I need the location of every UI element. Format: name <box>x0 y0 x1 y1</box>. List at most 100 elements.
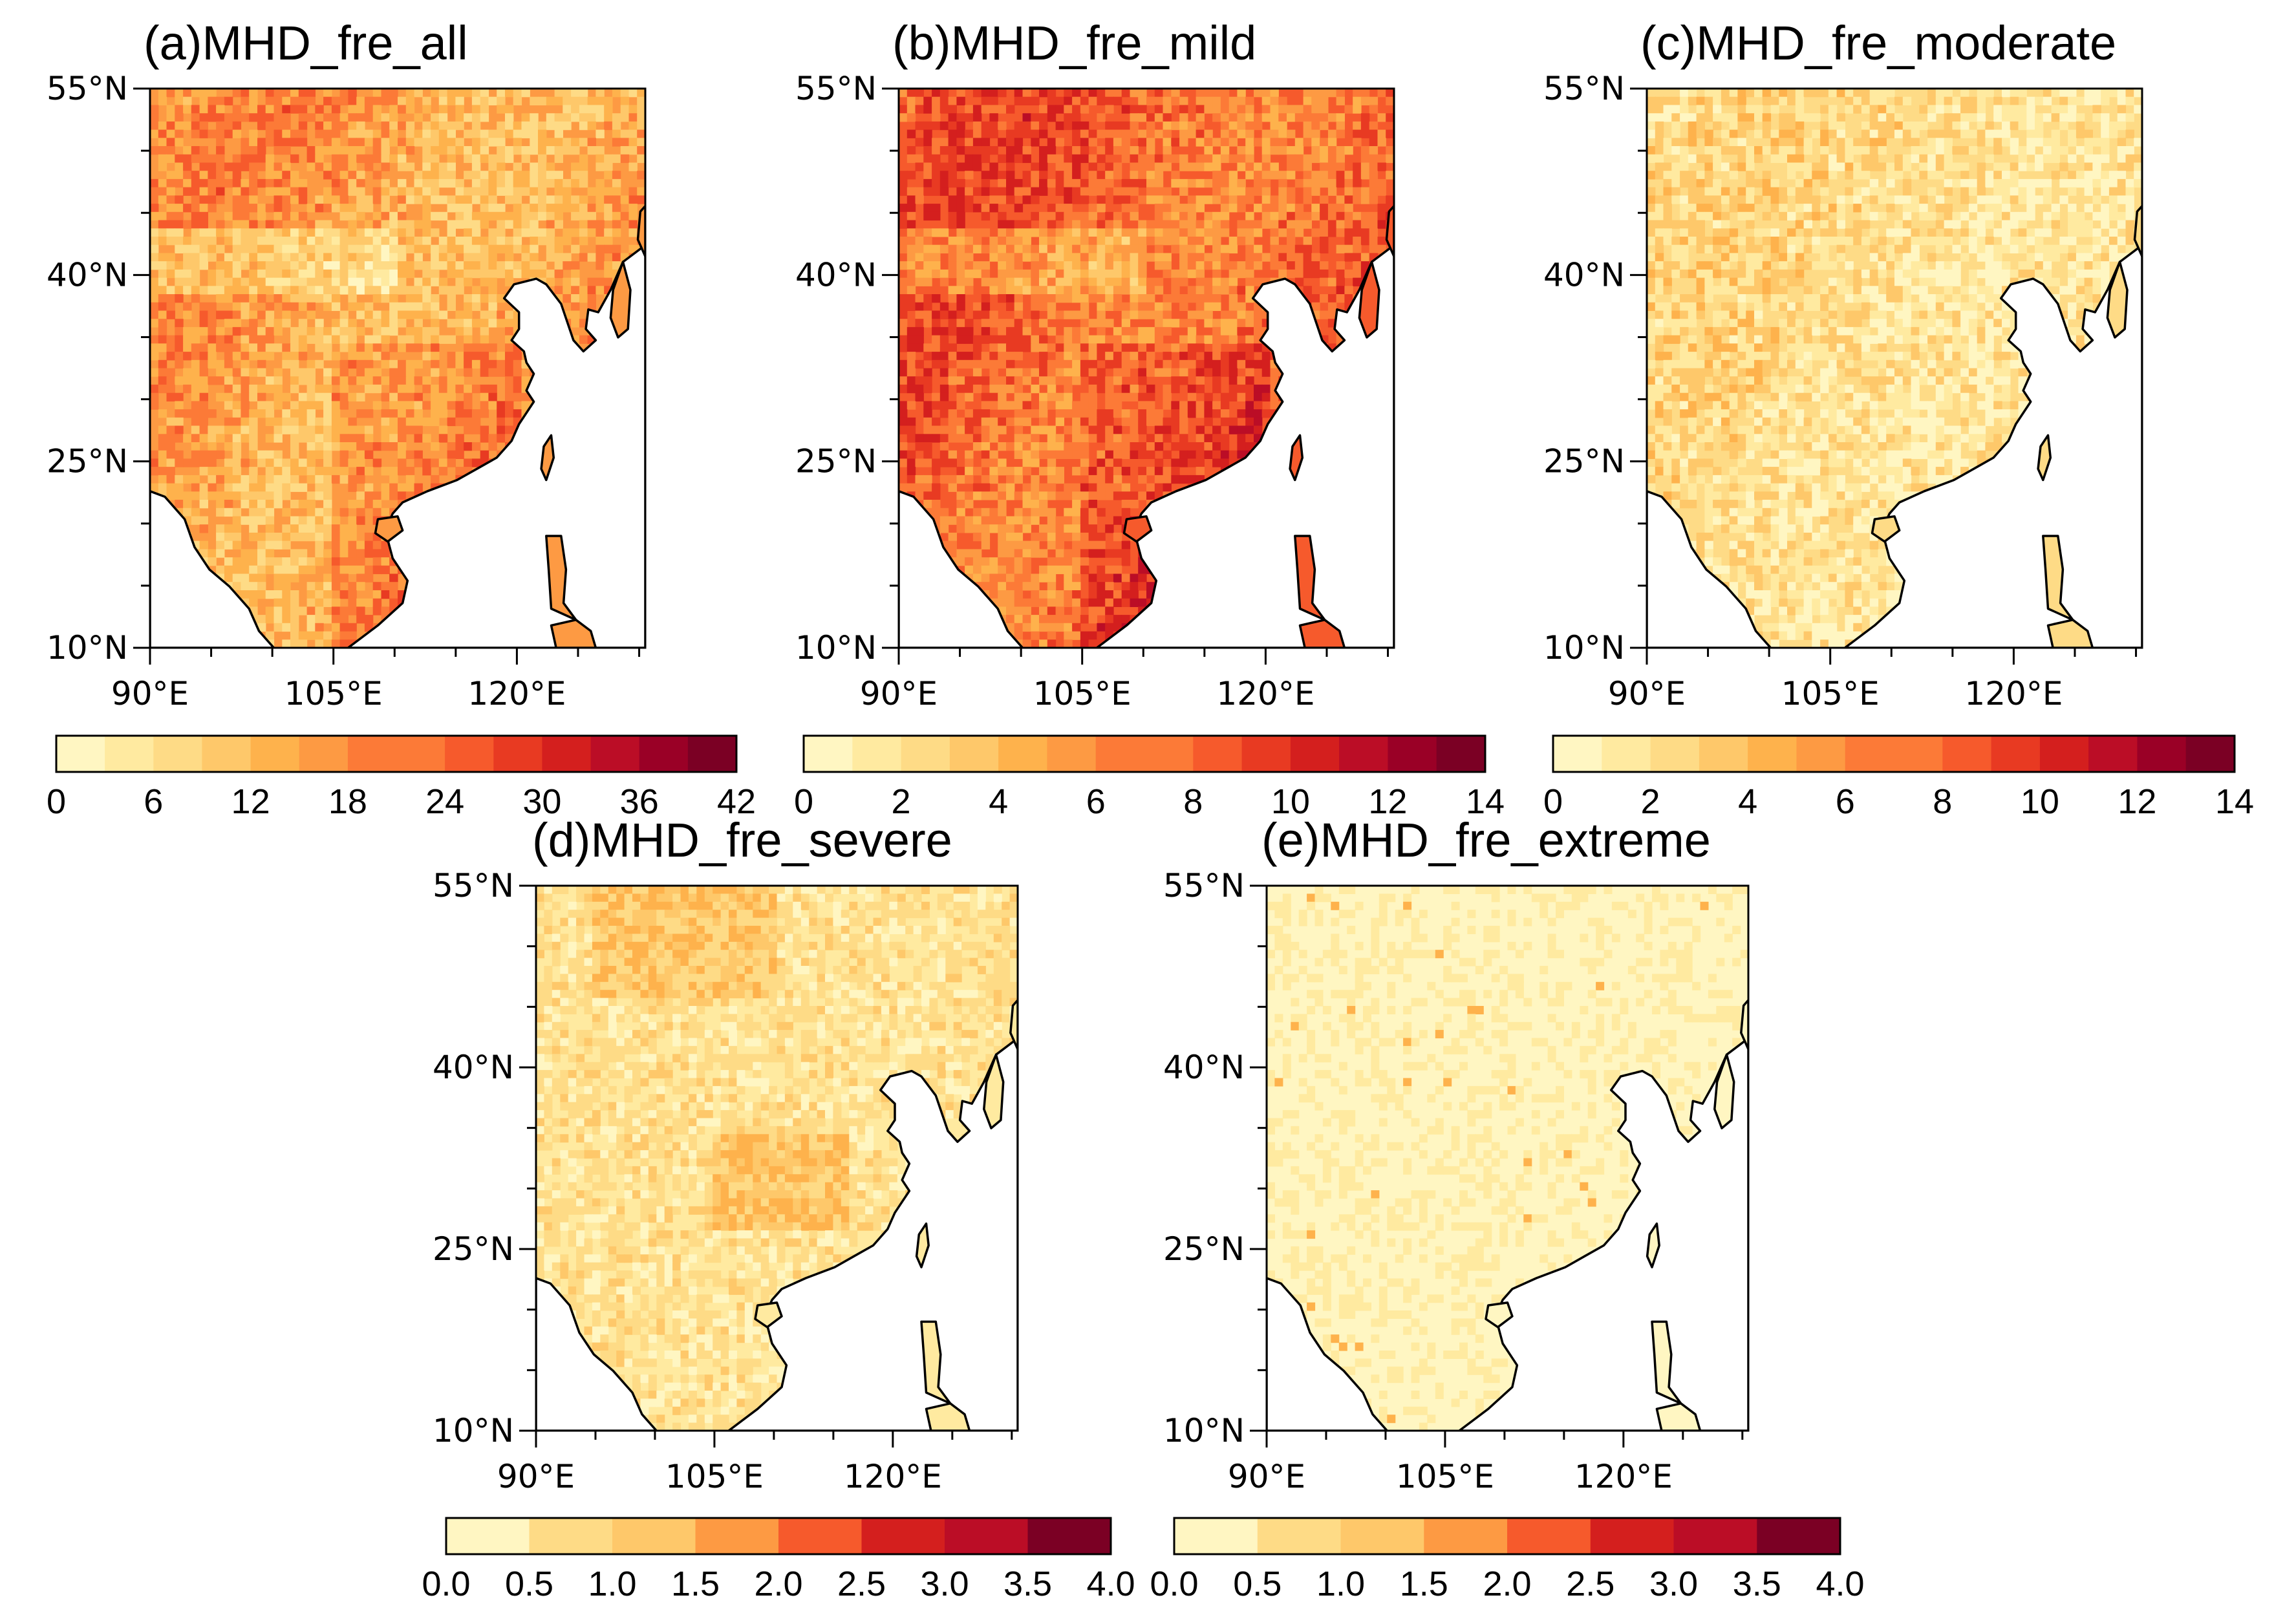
colorbar-cell <box>949 736 999 772</box>
colorbar-tick-label: 14 <box>2215 782 2254 821</box>
colorbar-tick-label: 0 <box>1543 782 1563 821</box>
colorbar-cell <box>1757 1518 1841 1554</box>
sea-west <box>1647 490 1772 648</box>
panel-title: (c)MHD_fre_moderate <box>1640 16 2116 70</box>
panel-title: (a)MHD_fre_all <box>144 16 468 70</box>
panel-title: (d)MHD_fre_severe <box>532 813 952 867</box>
colorbar-tick-label: 6 <box>1836 782 1855 821</box>
lat-tick-label: 10°N <box>433 1412 514 1449</box>
map-field <box>536 886 1018 1431</box>
island <box>1298 619 1346 648</box>
colorbar-tick-label: 24 <box>425 782 464 821</box>
colorbar-tick-label: 12 <box>2118 782 2156 821</box>
sea-east <box>1843 244 2142 648</box>
colorbar-cell <box>612 1518 696 1554</box>
island <box>2106 261 2129 339</box>
lon-tick-label: 90°E <box>1228 1458 1305 1495</box>
colorbar-cell <box>1796 736 1846 772</box>
lon-tick-label: 105°E <box>1033 675 1132 712</box>
colorbar-cell <box>1339 736 1388 772</box>
island <box>925 1402 971 1431</box>
colorbar-tick-label: 0.5 <box>1233 1565 1282 1603</box>
colorbar-cell <box>998 736 1047 772</box>
lon-tick-label: 90°E <box>860 675 938 712</box>
sea-east <box>1095 244 1394 648</box>
colorbar-tick-label: 0.5 <box>505 1565 553 1603</box>
island <box>754 1301 783 1329</box>
island <box>1385 204 1394 258</box>
lon-tick-label: 105°E <box>1781 675 1880 712</box>
colorbar-cell <box>1748 736 1797 772</box>
colorbar-tick-label: 0 <box>47 782 66 821</box>
colorbar-tick-label: 2.0 <box>754 1565 802 1603</box>
colorbar: 0 6 12 18 24 30 36 42 <box>47 734 756 821</box>
panel-d: (d)MHD_fre_severe 55°N 40°N 25°N 10°N 90°E 105… <box>422 813 1135 1603</box>
colorbar-cell <box>1241 736 1291 772</box>
colorbar-cell <box>695 1518 779 1554</box>
island <box>1289 434 1304 482</box>
colorbar-cell <box>1553 736 1602 772</box>
island <box>983 1053 1005 1129</box>
lat-tick-label: 10°N <box>1163 1412 1245 1449</box>
colorbar-cell <box>1388 736 1437 772</box>
colorbar-cell <box>1174 1518 1258 1554</box>
colorbar-tick-label: 30 <box>522 782 561 821</box>
sea-west <box>150 490 275 648</box>
island <box>2133 204 2142 258</box>
colorbar-cell <box>1193 736 1243 772</box>
colorbar-cell <box>1047 736 1097 772</box>
colorbar-cell <box>202 736 251 772</box>
colorbar: 0 2 4 6 8 10 12 14 <box>794 734 1505 821</box>
colorbar-tick-label: 12 <box>231 782 270 821</box>
lat-tick-label: 55°N <box>795 70 877 107</box>
colorbar-tick-label: 0.0 <box>1150 1565 1198 1603</box>
lon-tick-label: 90°E <box>1608 675 1686 712</box>
island <box>2046 619 2094 648</box>
colorbar-tick-label: 0 <box>794 782 813 821</box>
colorbar-cell <box>347 736 397 772</box>
colorbar-tick-label: 3.0 <box>920 1565 969 1603</box>
island <box>1713 1053 1735 1129</box>
lon-tick-label: 120°E <box>1964 675 2063 712</box>
colorbar-tick-label: 0.0 <box>422 1565 470 1603</box>
sea-west <box>1267 1277 1389 1431</box>
sea-east <box>347 244 645 648</box>
colorbar-tick-label: 2 <box>1641 782 1660 821</box>
colorbar-tick-label: 3.5 <box>1003 1565 1052 1603</box>
colorbar-cell <box>2185 736 2235 772</box>
colorbar-cell <box>2137 736 2187 772</box>
lat-tick-label: 55°N <box>47 70 128 107</box>
colorbar-tick-label: 3.5 <box>1733 1565 1781 1603</box>
colorbar-cell <box>852 736 902 772</box>
map-frame <box>535 884 1019 1432</box>
lat-tick-label: 40°N <box>47 256 128 294</box>
colorbar-cell <box>2088 736 2138 772</box>
colorbar-tick-label: 18 <box>328 782 367 821</box>
map-field <box>899 89 1394 648</box>
colorbar-cell <box>445 736 494 772</box>
colorbar-tick-label: 36 <box>620 782 659 821</box>
lon-tick-label: 120°E <box>467 675 566 712</box>
island <box>1294 535 1326 621</box>
colorbar-cell <box>1027 1518 1111 1554</box>
lon-tick-label: 120°E <box>1216 675 1314 712</box>
colorbar-cell <box>250 736 300 772</box>
lat-tick-label: 25°N <box>1543 443 1625 480</box>
colorbar-tick-label: 3.0 <box>1649 1565 1698 1603</box>
colorbar-cell <box>861 1518 945 1554</box>
colorbar-tick-label: 1.0 <box>588 1565 636 1603</box>
colorbar-cell <box>1845 736 1894 772</box>
lat-tick-label: 25°N <box>47 443 128 480</box>
sea-east <box>727 1037 1018 1431</box>
lon-tick-label: 90°E <box>497 1458 575 1495</box>
colorbar-tick-label: 14 <box>1466 782 1505 821</box>
colorbar-cell <box>687 736 737 772</box>
colorbar-cell <box>1699 736 1748 772</box>
lat-tick-label: 40°N <box>1543 256 1625 294</box>
map-field <box>1267 886 1748 1431</box>
colorbar-cell <box>639 736 689 772</box>
island <box>1009 999 1018 1051</box>
map-field <box>150 89 645 648</box>
sea-east <box>1458 1037 1748 1431</box>
panel-b: (b)MHD_fre_mild 55°N 40°N 25°N 10°N 90°E 105°E… <box>794 16 1505 821</box>
